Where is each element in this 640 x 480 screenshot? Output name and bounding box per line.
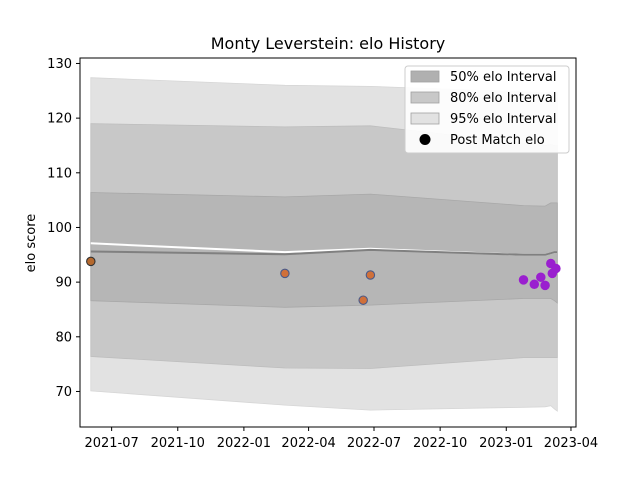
x-tick-label: 2021-07 [84,436,138,451]
legend-label: 95% elo Interval [450,112,557,127]
data-point [280,268,290,279]
x-tick-label: 2022-07 [347,436,401,451]
legend: 50% elo Interval 80% elo Interval 95% elo … [404,65,570,154]
x-tick-label: 2022-10 [413,436,467,451]
legend-swatch [410,70,440,83]
y-tick-label: 130 [47,57,72,72]
legend-label: 50% elo Interval [450,70,557,85]
data-point [529,279,540,290]
y-tick-label: 90 [55,276,72,291]
y-axis: 70 80 90 100 110 120 130 [47,57,80,400]
x-tick-label: 2023-01 [479,436,533,451]
y-tick-label: 70 [55,385,72,400]
legend-swatch [410,112,440,125]
x-tick-label: 2022-04 [281,436,335,451]
data-point [86,256,96,267]
legend-marker [419,134,431,145]
y-tick-label: 100 [47,221,72,236]
legend-label: 80% elo Interval [450,91,557,106]
x-axis: 2021-07 2021-10 2022-01 2022-04 2022-07 2022-… [84,427,598,451]
data-point [540,280,550,291]
x-tick-label: 2021-10 [151,436,205,451]
interval-bands [90,77,558,412]
plot-frame [79,57,577,428]
x-tick-label: 2023-04 [544,436,598,451]
mean-lines [90,242,558,256]
post-match-points [86,256,561,305]
y-axis-label: elo score [24,214,39,273]
y-tick-label: 80 [55,330,72,345]
legend-label: Post Match elo [450,133,545,148]
mean-line [90,248,558,256]
y-tick-label: 110 [47,166,72,181]
legend-items: 50% elo Interval 80% elo Interval 95% elo … [410,70,557,148]
data-point [358,295,368,305]
legend-swatch [410,91,440,104]
data-point [518,275,529,285]
data-point [365,270,376,280]
y-tick-label: 120 [47,112,72,127]
data-point [536,272,546,282]
x-tick-label: 2022-01 [217,436,271,451]
chart-title: Monty Leverstein: elo History [211,34,446,53]
legend-box [404,65,570,154]
data-point [551,263,561,274]
